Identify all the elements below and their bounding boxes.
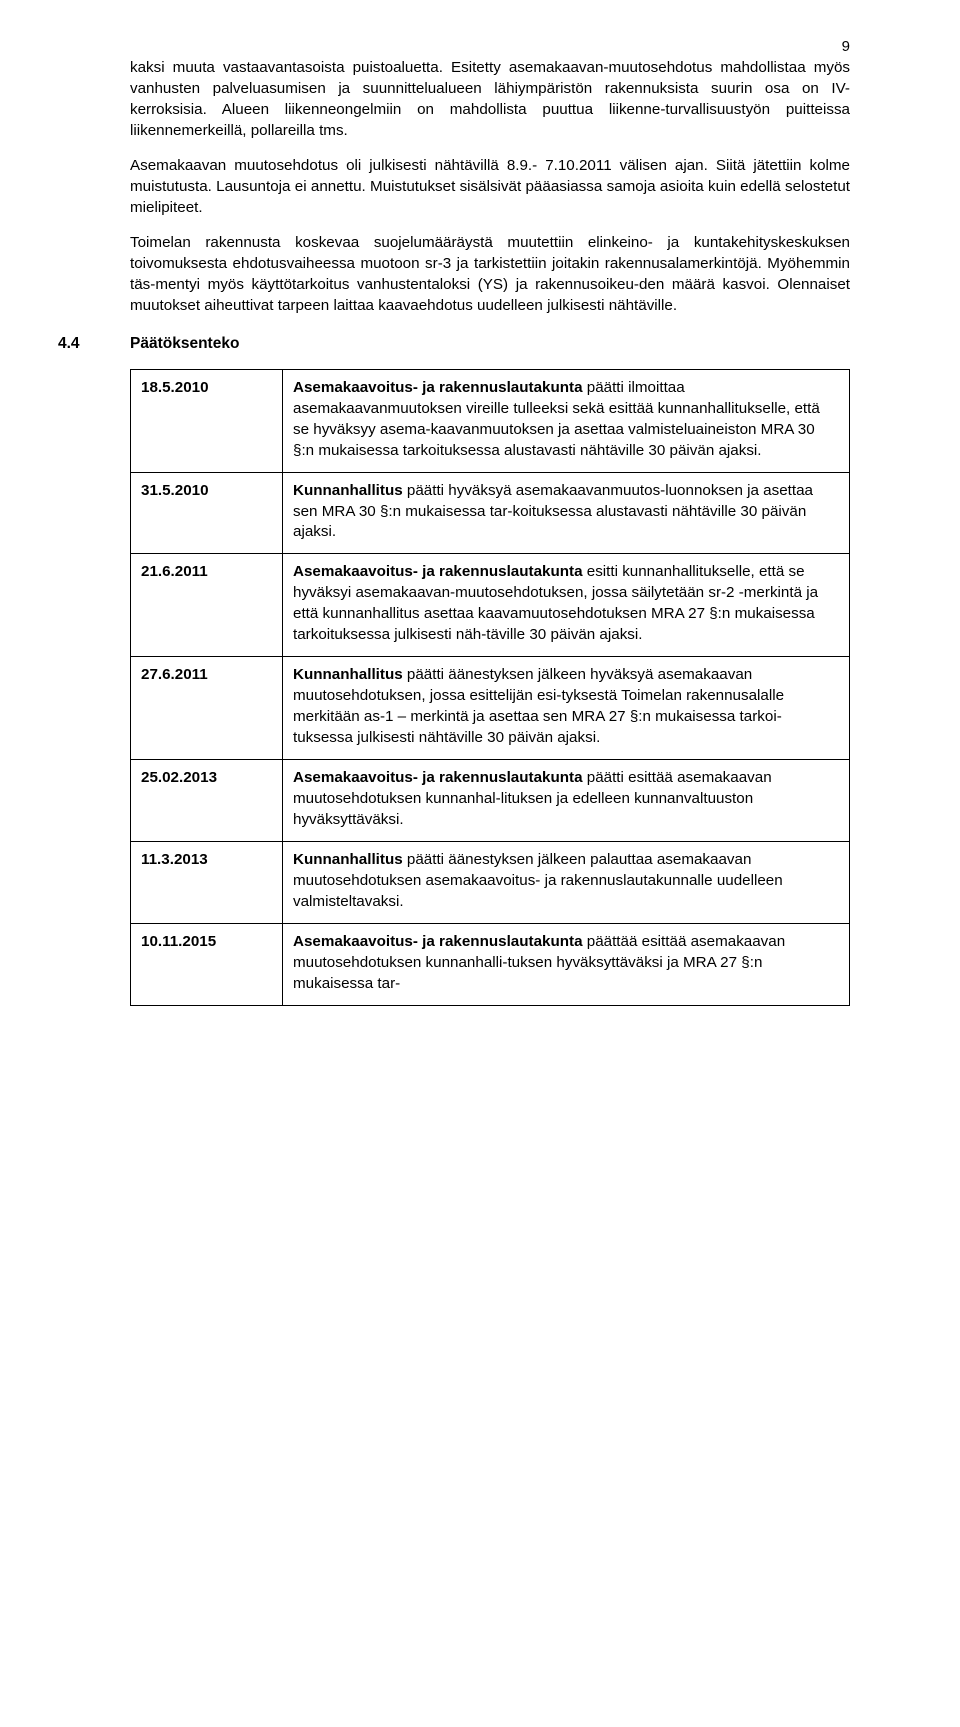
- table-row: 21.6.2011Asemakaavoitus- ja rakennuslaut…: [131, 554, 850, 657]
- decision-body-bold: Kunnanhallitus: [293, 482, 403, 499]
- document-page: 9 kaksi muuta vastaavantasoista puistoal…: [0, 0, 960, 1727]
- decision-date: 11.3.2013: [131, 842, 283, 924]
- decision-description: Kunnanhallitus päätti äänestyksen jälkee…: [283, 842, 850, 924]
- decision-date: 25.02.2013: [131, 760, 283, 842]
- decision-date: 31.5.2010: [131, 472, 283, 554]
- table-row: 18.5.2010Asemakaavoitus- ja rakennuslaut…: [131, 369, 850, 472]
- decision-body-bold: Asemakaavoitus- ja rakennuslautakunta: [293, 933, 583, 950]
- section-heading-row: 4.4 Päätöksenteko: [58, 335, 850, 353]
- decision-description: Asemakaavoitus- ja rakennuslautakunta es…: [283, 554, 850, 657]
- paragraph-3: Toimelan rakennusta koskevaa suojelumäär…: [130, 233, 850, 317]
- section-number: 4.4: [58, 335, 130, 353]
- decision-description: Asemakaavoitus- ja rakennuslautakunta pä…: [283, 924, 850, 1006]
- table-row: 10.11.2015Asemakaavoitus- ja rakennuslau…: [131, 924, 850, 1006]
- decision-date: 21.6.2011: [131, 554, 283, 657]
- decision-description: Asemakaavoitus- ja rakennuslautakunta pä…: [283, 369, 850, 472]
- decision-description: Kunnanhallitus päätti hyväksyä asemakaav…: [283, 472, 850, 554]
- table-row: 31.5.2010Kunnanhallitus päätti hyväksyä …: [131, 472, 850, 554]
- decision-body-bold: Kunnanhallitus: [293, 851, 403, 868]
- decision-body-bold: Asemakaavoitus- ja rakennuslautakunta: [293, 379, 583, 396]
- decision-body-bold: Kunnanhallitus: [293, 666, 403, 683]
- page-number: 9: [842, 38, 850, 55]
- decision-body-bold: Asemakaavoitus- ja rakennuslautakunta: [293, 563, 583, 580]
- table-row: 11.3.2013Kunnanhallitus päätti äänestyks…: [131, 842, 850, 924]
- paragraph-1: kaksi muuta vastaavantasoista puistoalue…: [130, 58, 850, 142]
- decision-date: 27.6.2011: [131, 657, 283, 760]
- table-row: 27.6.2011Kunnanhallitus päätti äänestyks…: [131, 657, 850, 760]
- decisions-table: 18.5.2010Asemakaavoitus- ja rakennuslaut…: [130, 369, 850, 1006]
- paragraph-2: Asemakaavan muutosehdotus oli julkisesti…: [130, 156, 850, 219]
- table-row: 25.02.2013Asemakaavoitus- ja rakennuslau…: [131, 760, 850, 842]
- body-text-block: kaksi muuta vastaavantasoista puistoalue…: [130, 58, 850, 317]
- decision-date: 18.5.2010: [131, 369, 283, 472]
- section-title: Päätöksenteko: [130, 335, 239, 353]
- decision-description: Kunnanhallitus päätti äänestyksen jälkee…: [283, 657, 850, 760]
- decision-body-bold: Asemakaavoitus- ja rakennuslautakunta: [293, 769, 583, 786]
- decision-date: 10.11.2015: [131, 924, 283, 1006]
- decision-description: Asemakaavoitus- ja rakennuslautakunta pä…: [283, 760, 850, 842]
